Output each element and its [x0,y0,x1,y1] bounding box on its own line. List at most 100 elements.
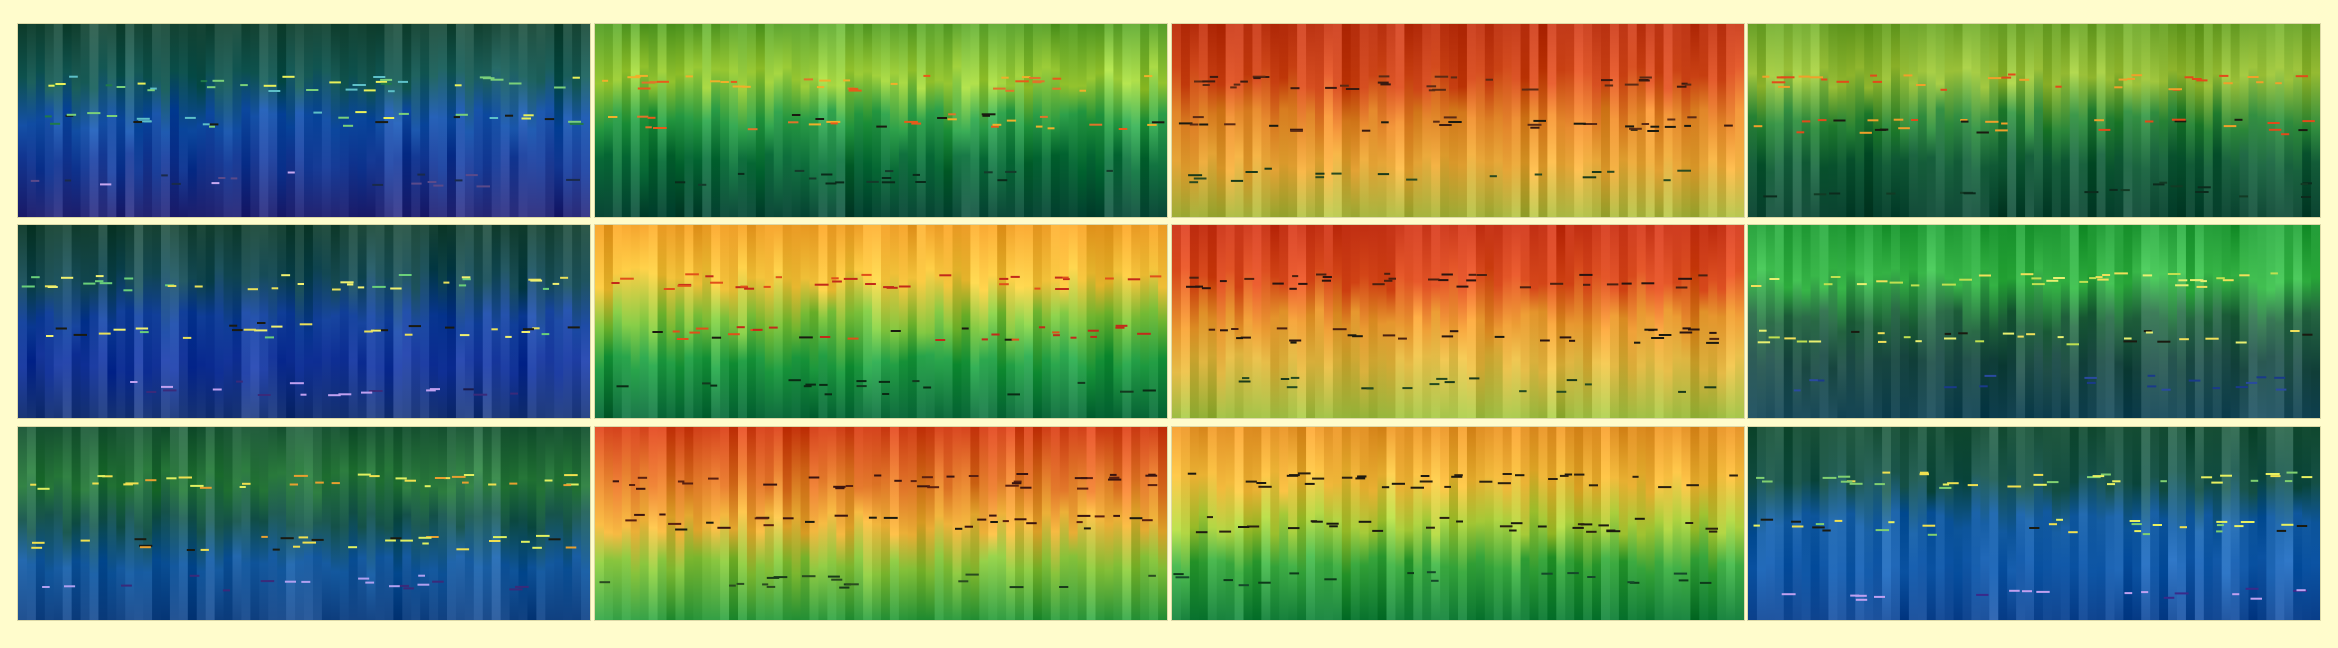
color-strip [1252,427,1262,620]
marker-dash [1195,531,1208,534]
marker-dash [2274,376,2286,379]
marker-dash [1352,335,1363,338]
marker-dash [260,580,275,583]
marker-dash [2216,524,2224,527]
marker-dash [833,485,846,488]
marker-dash [921,476,933,479]
marker-dash [730,80,738,83]
color-strip [2302,225,2312,418]
marker-dash [211,182,220,185]
marker-dash [2147,385,2157,388]
marker-dash [186,549,195,551]
marker-dash [1851,330,1860,333]
marker-dash [99,282,113,285]
color-strip [500,24,511,217]
marker-dash [2268,128,2282,131]
color-strip [1306,24,1316,217]
color-strip [330,427,341,620]
marker-dash [1312,477,1325,480]
marker-dash [1426,85,1437,88]
marker-dash [2190,279,2202,282]
color-strip [702,24,712,217]
color-strip [1341,427,1352,620]
marker-dash [257,394,271,396]
marker-dash [459,334,470,337]
marker-dash [2145,331,2153,334]
color-strip [755,225,766,418]
color-strip [1068,427,1079,620]
color-strip [429,225,439,418]
marker-dash [1245,171,1258,173]
color-strip [330,24,341,217]
marker-dash [1877,332,1885,335]
marker-dash [1817,119,1827,122]
color-strip [1756,225,1767,418]
marker-dash [1407,572,1414,575]
color-strip [916,24,927,217]
color-strip [2150,24,2160,217]
color-strip [961,225,971,418]
marker-dash [2102,274,2111,276]
color-strip [438,24,448,217]
color-strip [863,427,873,620]
marker-dash [1684,124,1691,127]
marker-dash [637,476,648,479]
marker-dash [69,75,78,78]
marker-dash [1833,119,1846,122]
marker-dash [1286,386,1298,389]
color-strip [729,24,739,217]
color-strip [639,427,650,620]
marker-dash [2124,337,2132,340]
marker-dash [912,173,920,176]
color-strip [1077,427,1088,620]
marker-dash [1687,116,1697,119]
marker-dash [695,327,709,330]
color-strip [1297,24,1307,217]
marker-dash [1444,381,1455,384]
color-strip [872,24,882,217]
color-strip [979,24,989,217]
marker-dash [1202,80,1216,83]
marker-dash [1541,572,1553,575]
color-strip [1502,24,1513,217]
marker-dash [2270,272,2278,275]
marker-dash [803,385,812,388]
marker-dash [1384,279,1393,282]
marker-dash [1947,482,1959,485]
marker-dash [1428,278,1440,281]
color-strip [603,427,614,620]
marker-dash [1559,474,1569,477]
marker-dash [2256,81,2264,84]
color-strip [621,24,632,217]
marker-dash [55,327,67,330]
color-strip [1792,225,1803,418]
color-strip [1726,24,1736,217]
marker-dash [348,546,358,549]
color-strip [2293,427,2303,620]
color-strip [2284,427,2294,620]
marker-dash [150,87,157,90]
marker-dash [1793,389,1801,392]
color-strip [1279,225,1289,418]
marker-dash [133,121,143,123]
marker-dash [2191,78,2202,80]
color-strip [2150,225,2160,418]
color-strip [1756,24,1767,217]
marker-dash [814,283,829,286]
marker-dash [1020,486,1032,489]
color-strip [2123,24,2133,217]
color-strip [169,225,180,418]
marker-dash [1521,88,1529,91]
marker-dash [1698,274,1708,277]
panel-canvas [1748,225,2320,418]
marker-dash [229,324,238,327]
marker-dash [1209,75,1219,78]
marker-dash [1629,127,1642,130]
color-strip [1458,427,1468,620]
marker-dash [1434,75,1449,78]
color-strip [455,225,466,418]
color-strip [648,427,659,620]
color-strip [845,24,855,217]
marker-dash [83,282,96,285]
color-strip [1475,427,1486,620]
